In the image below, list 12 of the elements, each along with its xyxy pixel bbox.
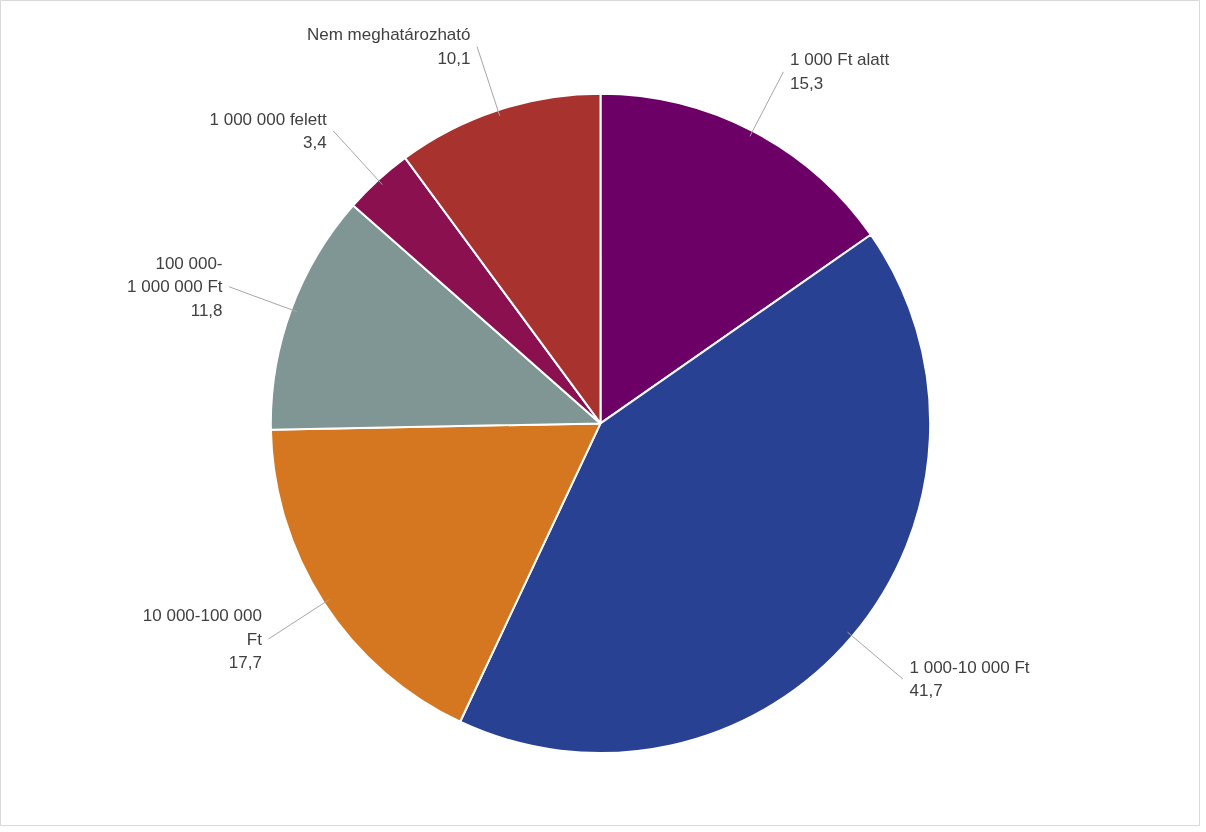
slice-label: 10 000-100 000 Ft [142,605,263,649]
slice-label: 100 000- 1 000 000 Ft [127,253,223,297]
data-label: 17,7 [228,653,262,673]
slice-label: Nem meghatározható [307,25,471,45]
data-label: 41,7 [909,681,943,701]
data-label: 10,1 [437,49,471,69]
data-label: 15,3 [790,74,824,94]
slice-label: 1 000-10 000 Ft [909,657,1030,677]
slice-label: 1 000 Ft alatt [790,50,890,70]
data-label: 3,4 [303,133,327,153]
slice-label: 1 000 000 felett [209,109,328,129]
data-label: 11,8 [190,301,223,321]
